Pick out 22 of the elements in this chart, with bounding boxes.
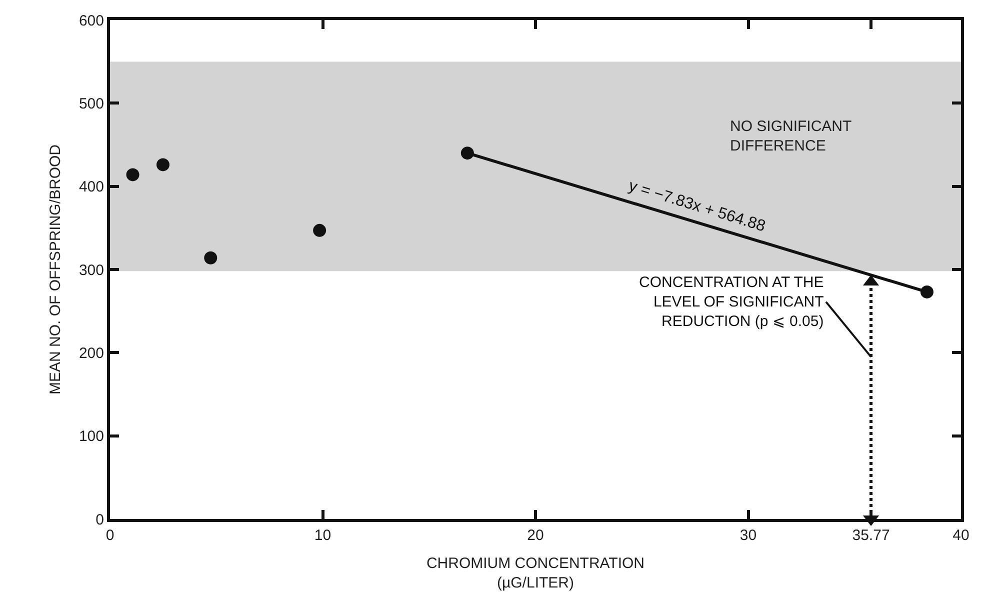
y-tick-label: 200 [78, 344, 104, 362]
y-tick-label: 600 [78, 12, 104, 30]
band-label: NO SIGNIFICANT DIFFERENCE [730, 118, 852, 154]
x-tick-label: 30 [740, 527, 757, 544]
y-tick-label: 300 [78, 262, 104, 279]
y-axis-title: MEAN NO. OF OFFSPRING/BROOD [47, 144, 64, 395]
text: y = −7.83x + 564.88 [626, 178, 768, 236]
x-tick-label: 35.77 [852, 527, 890, 544]
point [126, 168, 140, 182]
x-tick-label: 10 [314, 527, 332, 544]
point [204, 251, 218, 264]
y-tick-label: 100 [78, 428, 104, 446]
x-tick-label: 0 [106, 527, 114, 544]
annotation: CONCENTRATION AT THE LEVEL OF SIGNIFICANT REDUCTION (p ⩽ 0.05) [639, 274, 824, 330]
y-tick-label: 0 [96, 511, 104, 528]
x-tick-label: 40 [952, 527, 970, 544]
x-tick-label: 20 [527, 527, 544, 544]
x-axis-title: CHROMIUM CONCENTRATION (µG/LITER) [426, 555, 645, 592]
y-tick-label: 400 [78, 178, 104, 196]
point [156, 158, 170, 172]
point [313, 224, 326, 237]
y-tick-label: 500 [78, 95, 104, 112]
